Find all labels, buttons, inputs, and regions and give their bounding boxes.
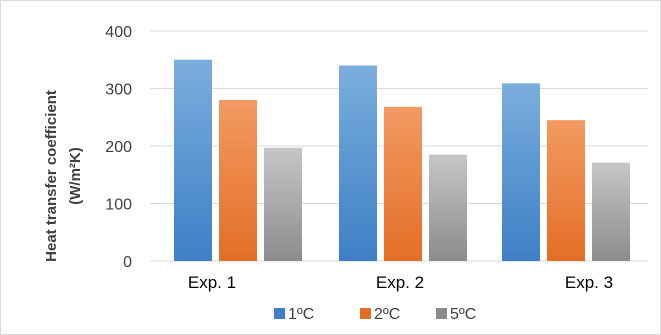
- bar-1-series-2: [219, 100, 257, 261]
- x-axis-categories: Exp. 1 Exp. 2 Exp. 3: [188, 273, 613, 292]
- x-category-label: Exp. 3: [565, 273, 613, 292]
- legend-label: 1ºC: [288, 306, 314, 323]
- legend-swatch: [274, 308, 285, 319]
- legend-label: 5ºC: [450, 306, 476, 323]
- bars: [174, 59, 630, 262]
- y-tick-label: 200: [105, 139, 132, 156]
- y-axis-title: Heat transfer coefficient (W/m²K): [43, 90, 84, 262]
- y-axis-title-line1: Heat transfer coefficient: [43, 90, 60, 262]
- bar-3-series-2: [547, 120, 585, 261]
- y-axis-ticks: 0 100 200 300 400: [105, 24, 132, 271]
- x-category-label: Exp. 2: [376, 273, 424, 292]
- bar-2-series-1: [339, 65, 377, 261]
- bar-1-series-1: [174, 59, 212, 261]
- x-category-label: Exp. 1: [188, 273, 236, 292]
- y-tick-label: 100: [105, 197, 132, 214]
- y-tick-label: 300: [105, 82, 132, 99]
- bar-2-series-3: [429, 154, 467, 261]
- bar-1-series-3: [264, 147, 302, 261]
- legend-swatch: [360, 308, 371, 319]
- bar-3-series-1: [502, 83, 540, 261]
- legend-label: 2ºC: [374, 306, 400, 323]
- bar-2-series-2: [384, 106, 422, 262]
- legend-swatch: [436, 308, 447, 319]
- legend: 1ºC 2ºC 5ºC: [274, 306, 476, 323]
- y-axis-title-line2: (W/m²K): [67, 147, 84, 204]
- bar-3-series-3: [592, 162, 630, 261]
- y-tick-label: 400: [105, 24, 132, 41]
- y-tick-label: 0: [123, 254, 132, 271]
